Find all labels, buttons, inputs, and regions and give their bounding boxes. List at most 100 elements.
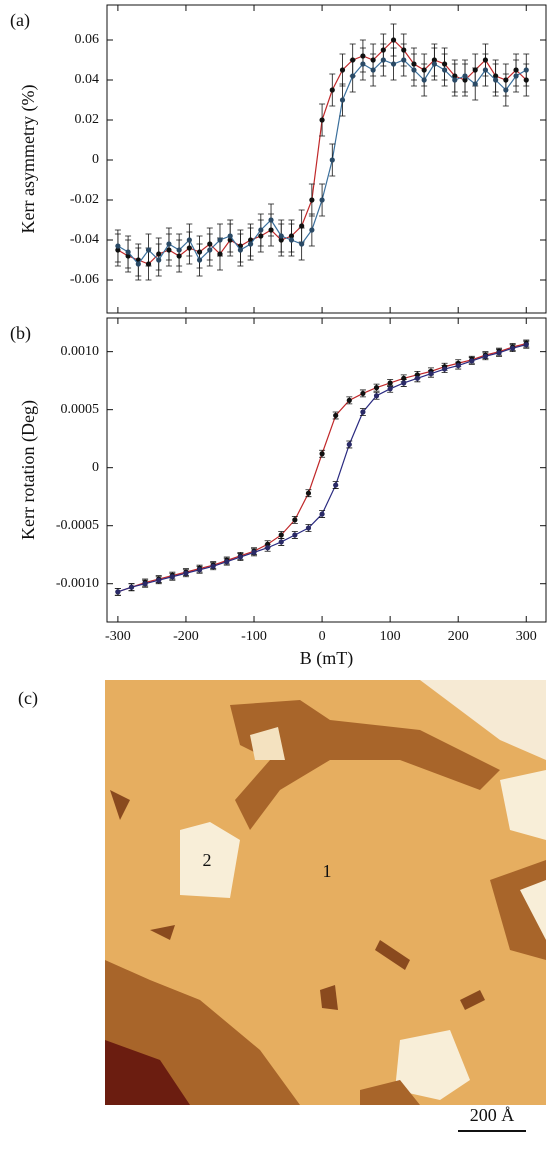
data-point — [299, 241, 305, 247]
data-point — [373, 393, 380, 399]
y-tick-label: 0.04 — [75, 72, 100, 87]
data-point — [319, 117, 325, 123]
x-tick-label: 300 — [516, 629, 537, 644]
y-tick-label: 0.02 — [75, 112, 100, 127]
data-point — [387, 386, 393, 392]
x-tick-label: -100 — [241, 629, 267, 644]
data-point — [513, 73, 519, 79]
stm-image — [105, 680, 546, 1132]
data-point — [196, 567, 203, 573]
x-tick-label: 100 — [380, 629, 401, 644]
data-point — [278, 532, 284, 538]
y-axis-label: Kerr asymmetry (%) — [18, 85, 39, 234]
data-point — [227, 233, 233, 239]
data-point — [329, 87, 335, 93]
y-tick-label: 0 — [92, 152, 99, 167]
series-line — [117, 344, 527, 593]
data-point — [472, 81, 478, 87]
data-point — [339, 97, 346, 103]
data-point — [360, 390, 366, 397]
x-axis-label: B (mT) — [300, 648, 354, 669]
data-point — [452, 77, 458, 83]
data-point — [115, 243, 121, 249]
data-point — [207, 247, 213, 253]
x-tick-label: -200 — [173, 629, 199, 644]
data-point — [217, 237, 223, 243]
data-point — [309, 197, 315, 203]
y-tick-label: -0.06 — [70, 272, 99, 287]
panel-label: (c) — [18, 688, 38, 709]
data-point — [360, 409, 366, 415]
y-tick-label: 0.0005 — [61, 402, 100, 417]
data-point — [496, 350, 502, 356]
data-point — [292, 517, 298, 523]
data-point — [166, 241, 172, 247]
data-point — [401, 380, 407, 386]
x-tick-label: -300 — [105, 629, 131, 644]
data-point — [224, 559, 230, 565]
data-point — [510, 345, 516, 351]
plot-frame — [106, 4, 547, 314]
data-point — [292, 532, 298, 538]
data-point — [268, 217, 274, 223]
y-tick-label: -0.04 — [70, 232, 99, 247]
data-point — [390, 37, 397, 43]
data-point — [196, 257, 203, 263]
data-point — [115, 589, 121, 595]
data-point — [156, 577, 162, 583]
data-point — [373, 385, 380, 391]
annotation: 1 — [323, 861, 332, 881]
data-point — [350, 73, 356, 79]
data-point — [265, 545, 271, 551]
data-point — [248, 241, 254, 247]
data-point — [360, 61, 366, 67]
data-point — [142, 581, 148, 587]
data-point — [346, 397, 352, 403]
y-tick-label: -0.0005 — [56, 518, 99, 533]
data-point — [333, 482, 339, 488]
panel-label: (a) — [10, 10, 30, 31]
data-point — [441, 366, 448, 372]
data-point — [333, 412, 339, 419]
x-tick-label: 0 — [319, 629, 326, 644]
data-point — [482, 353, 489, 359]
data-point — [390, 61, 397, 67]
series-line — [117, 342, 527, 593]
panel-label: (b) — [10, 323, 31, 344]
y-axis-label: Kerr rotation (Deg) — [18, 400, 39, 540]
data-point — [237, 554, 244, 560]
data-point — [329, 157, 335, 163]
data-point — [128, 584, 135, 590]
data-point — [414, 375, 420, 381]
data-point — [305, 490, 312, 496]
data-point — [299, 223, 305, 229]
data-point — [346, 441, 352, 448]
annotation: 2 — [203, 850, 212, 870]
data-point — [441, 67, 448, 73]
data-point — [493, 77, 499, 83]
data-point — [401, 57, 407, 63]
data-point — [428, 371, 434, 377]
data-point — [319, 511, 325, 517]
y-tick-label: -0.02 — [70, 192, 99, 207]
plot-frame — [106, 317, 547, 623]
data-point — [523, 342, 529, 348]
x-tick-label: 200 — [448, 629, 469, 644]
data-point — [523, 67, 529, 73]
data-point — [183, 570, 189, 576]
data-point — [469, 358, 475, 364]
data-point — [145, 247, 152, 253]
data-point — [309, 227, 315, 233]
data-point — [387, 380, 393, 386]
data-point — [339, 67, 346, 73]
data-point — [431, 61, 437, 67]
y-tick-label: 0 — [92, 460, 99, 475]
data-point — [305, 525, 312, 531]
data-point — [455, 362, 461, 369]
y-tick-label: 0.06 — [75, 32, 100, 47]
data-point — [176, 247, 182, 253]
data-point — [370, 67, 376, 73]
data-point — [258, 227, 264, 233]
scale-bar-label: 200 Å — [470, 1105, 515, 1125]
data-point — [278, 233, 284, 239]
